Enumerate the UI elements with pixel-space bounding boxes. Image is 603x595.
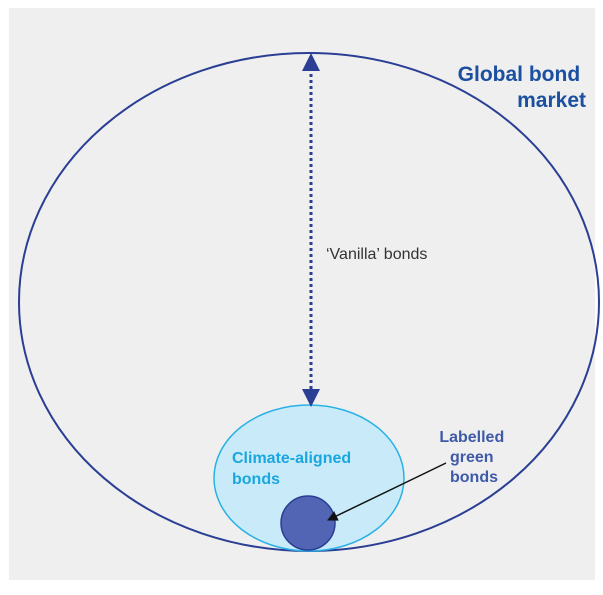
climate-aligned-bonds-label: Climate-aligned bonds bbox=[232, 450, 356, 488]
labelled-green-bonds-circle bbox=[280, 495, 336, 551]
vanilla-bonds-label: ‘Vanilla’ bonds bbox=[326, 246, 427, 263]
labelled-green-bonds-label: Labelled green bonds bbox=[439, 429, 508, 486]
global-bond-market-label: Global bond market bbox=[458, 63, 586, 112]
green-bonds-pointer-arrow bbox=[327, 462, 447, 521]
